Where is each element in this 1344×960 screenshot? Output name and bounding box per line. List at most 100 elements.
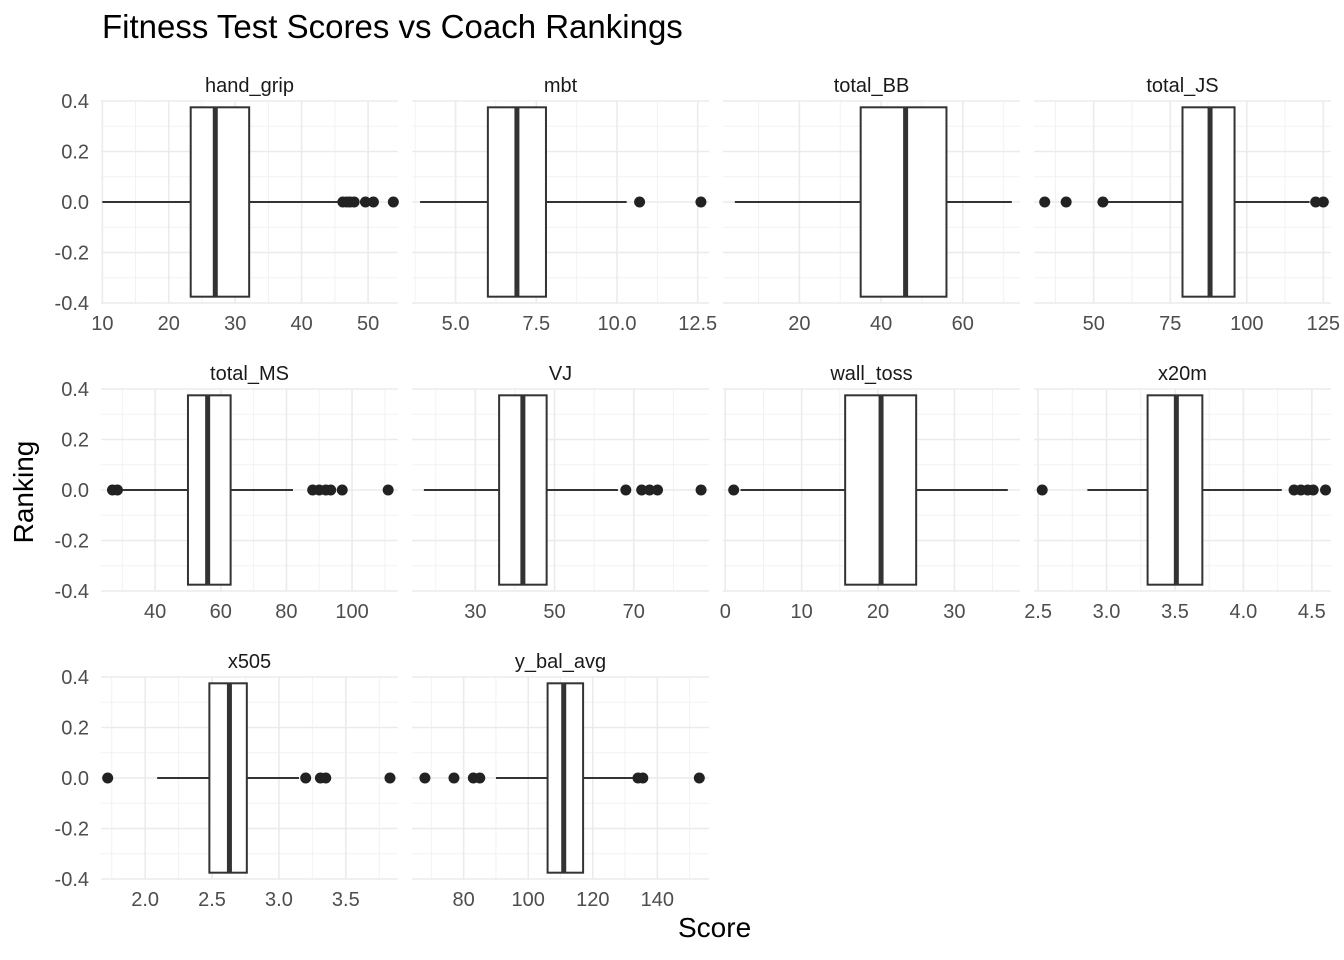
x-tick-label: 75 bbox=[1159, 313, 1181, 335]
outlier-point bbox=[1060, 196, 1072, 208]
outlier-point bbox=[695, 484, 707, 496]
x-tick-label: 4.5 bbox=[1298, 601, 1326, 623]
outlier-point bbox=[693, 772, 705, 784]
outlier-point bbox=[320, 772, 332, 784]
facet-strip-label: mbt bbox=[544, 75, 578, 97]
x-tick-label: 140 bbox=[641, 889, 674, 911]
x-tick-label: 50 bbox=[1083, 313, 1105, 335]
x-tick-label: 20 bbox=[788, 313, 810, 335]
x-tick-label: 80 bbox=[453, 889, 475, 911]
y-tick-label: 0.0 bbox=[61, 192, 89, 214]
x-tick-label: 30 bbox=[224, 313, 246, 335]
x-tick-label: 30 bbox=[464, 601, 486, 623]
y-tick-label: 0.2 bbox=[61, 718, 89, 740]
facet-panel-wall_toss: wall_toss 0 10 20 30 bbox=[720, 363, 1020, 623]
outlier-point bbox=[695, 196, 707, 208]
facet-strip-label: hand_grip bbox=[205, 75, 294, 97]
facet-strip-label: total_BB bbox=[834, 75, 910, 97]
outlier-point bbox=[348, 196, 360, 208]
outlier-point bbox=[1307, 484, 1319, 496]
x-tick-label: 20 bbox=[158, 313, 180, 335]
x-tick-label: 5.0 bbox=[442, 313, 470, 335]
chart-title: Fitness Test Scores vs Coach Rankings bbox=[102, 8, 683, 45]
x-tick-label: 12.5 bbox=[678, 313, 717, 335]
outlier-point bbox=[1036, 484, 1048, 496]
x-tick-label: 100 bbox=[1230, 313, 1263, 335]
outlier-point bbox=[652, 484, 664, 496]
outlier-point bbox=[728, 484, 740, 496]
y-tick-label: -0.4 bbox=[55, 581, 89, 603]
y-tick-label: 0.4 bbox=[61, 379, 89, 401]
facet-panel-total_MS: total_MS 40 60 80 100 bbox=[101, 363, 398, 623]
outlier-point bbox=[387, 196, 399, 208]
y-tick-label: -0.2 bbox=[55, 243, 89, 265]
outlier-point bbox=[367, 196, 379, 208]
x-tick-label: 4.0 bbox=[1229, 601, 1257, 623]
x-tick-label: 60 bbox=[952, 313, 974, 335]
x-tick-label: 40 bbox=[291, 313, 313, 335]
x-tick-label: 100 bbox=[335, 601, 368, 623]
outlier-point bbox=[620, 484, 632, 496]
outlier-point bbox=[384, 772, 396, 784]
x-axis-title: Score bbox=[678, 912, 752, 943]
facet-strip-label: wall_toss bbox=[829, 363, 912, 385]
x-tick-label: 80 bbox=[275, 601, 297, 623]
y-tick-label: 0.2 bbox=[61, 142, 89, 164]
outlier-point bbox=[634, 196, 646, 208]
outlier-point bbox=[644, 484, 656, 496]
x-tick-label: 120 bbox=[576, 889, 609, 911]
box bbox=[189, 106, 251, 298]
outlier-point bbox=[102, 772, 114, 784]
x-tick-label: 10 bbox=[791, 601, 813, 623]
outlier-point bbox=[636, 484, 648, 496]
x-tick-label: 30 bbox=[943, 601, 965, 623]
outlier-point bbox=[1310, 196, 1322, 208]
y-tick-label: 0.4 bbox=[61, 667, 89, 689]
x-tick-label: 50 bbox=[357, 313, 379, 335]
outlier-point bbox=[1317, 196, 1329, 208]
outlier-point bbox=[637, 772, 649, 784]
outlier-point bbox=[359, 196, 371, 208]
x-tick-label: 10 bbox=[91, 313, 113, 335]
outlier-point bbox=[419, 772, 431, 784]
x-tick-label: 2.5 bbox=[198, 889, 226, 911]
facet-panel-x20m: x20m 2.5 3.0 3.5 4.0 4.5 bbox=[1024, 363, 1332, 623]
facet-panel-VJ: VJ 30 50 70 bbox=[412, 363, 709, 623]
x-tick-label: 0 bbox=[720, 601, 731, 623]
x-tick-label: 125 bbox=[1307, 313, 1340, 335]
y-tick-label: 0.4 bbox=[61, 91, 89, 113]
facet-panel-x505: x505 2.0 2.5 3.0 3.5 bbox=[101, 651, 398, 911]
outlier-point bbox=[474, 772, 486, 784]
facet-panel-total_JS: total_JS 50 75 100 125 bbox=[1034, 75, 1340, 335]
x-tick-label: 3.0 bbox=[265, 889, 293, 911]
y-tick-label: 0.2 bbox=[61, 430, 89, 452]
y-tick-label: -0.2 bbox=[55, 819, 89, 841]
facet-strip-label: x20m bbox=[1158, 363, 1207, 385]
facet-strip-label: x505 bbox=[228, 651, 271, 673]
outlier-point bbox=[336, 484, 348, 496]
x-tick-label: 3.0 bbox=[1093, 601, 1121, 623]
x-tick-label: 20 bbox=[867, 601, 889, 623]
outlier-point bbox=[325, 484, 337, 496]
facet-strip-label: total_MS bbox=[210, 363, 289, 385]
y-tick-label: -0.4 bbox=[55, 293, 89, 315]
x-tick-label: 40 bbox=[144, 601, 166, 623]
outlier-point bbox=[1097, 196, 1109, 208]
facet-strip-label: total_JS bbox=[1146, 75, 1218, 97]
outlier-point bbox=[111, 484, 123, 496]
facet-panel-y_bal_avg: y_bal_avg 80 100 120 140 bbox=[412, 651, 709, 911]
x-tick-label: 40 bbox=[870, 313, 892, 335]
y-tick-label: 0.0 bbox=[61, 480, 89, 502]
facet-strip-label: y_bal_avg bbox=[515, 651, 606, 673]
outlier-point bbox=[1039, 196, 1051, 208]
y-tick-label: -0.4 bbox=[55, 869, 89, 891]
x-tick-label: 7.5 bbox=[522, 313, 550, 335]
x-tick-label: 60 bbox=[210, 601, 232, 623]
y-axis-title: Ranking bbox=[8, 440, 39, 544]
facet-panel-mbt: mbt 5.0 7.5 10.0 12.5 bbox=[412, 75, 717, 335]
facet-strip-label: VJ bbox=[549, 363, 572, 385]
x-tick-label: 70 bbox=[623, 601, 645, 623]
x-tick-label: 10.0 bbox=[598, 313, 637, 335]
y-tick-label: 0.0 bbox=[61, 768, 89, 790]
